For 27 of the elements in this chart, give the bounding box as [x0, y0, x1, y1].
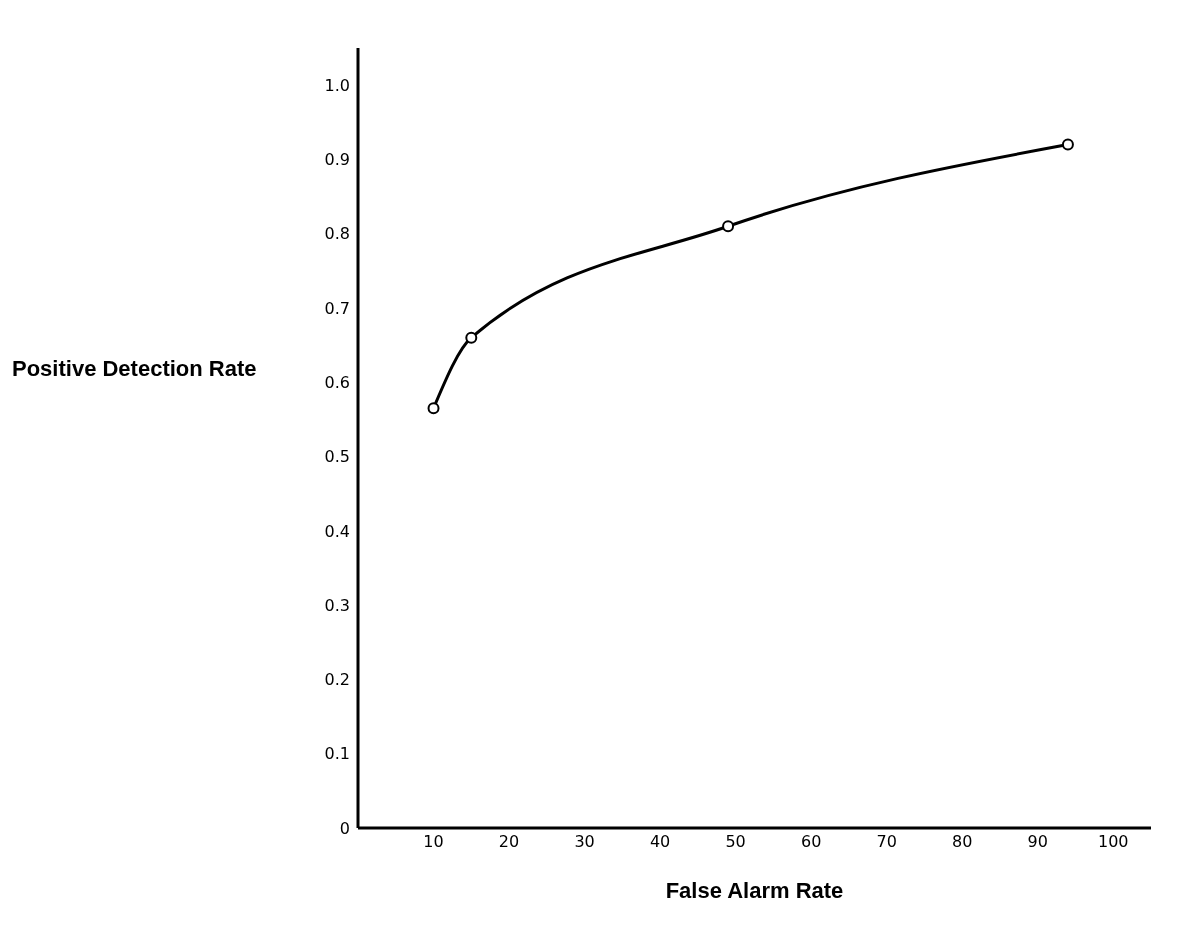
y-tick-label: 0.7	[324, 298, 350, 318]
x-tick-label: 100	[1097, 832, 1129, 852]
point	[427, 402, 440, 415]
x-tick-label: 70	[876, 832, 897, 852]
y-tick-label: 0	[339, 818, 350, 838]
x-tick-label: 50	[725, 832, 746, 852]
x-tick-label: 20	[498, 832, 520, 852]
y-tick-label: 0.6	[324, 372, 350, 392]
y-axis-title: Positive Detection Rate	[12, 356, 257, 382]
y-tick-label: 0.2	[324, 670, 350, 690]
x-tick-label: 30	[574, 832, 595, 852]
y-tick-label: 0.5	[324, 447, 350, 467]
point	[1061, 138, 1074, 151]
x-axis-title: False Alarm Rate	[665, 878, 844, 903]
x-tick-label: 80	[952, 832, 973, 852]
x-tick-label: 10	[423, 832, 444, 852]
x-tick-label: 60	[800, 832, 822, 852]
y-tick-label: 0.4	[324, 521, 350, 541]
y-tick-label: 0.3	[324, 595, 350, 615]
x-tick-label: 90	[1027, 832, 1048, 852]
x-tick-label: 40	[649, 832, 671, 852]
y-tick-label: 0.1	[324, 744, 350, 764]
point	[722, 220, 735, 233]
y-tick-label: 1.0	[324, 75, 350, 95]
y-tick-label: 0.9	[324, 150, 350, 170]
y-tick-label: 0.8	[324, 224, 350, 244]
point	[465, 331, 478, 344]
